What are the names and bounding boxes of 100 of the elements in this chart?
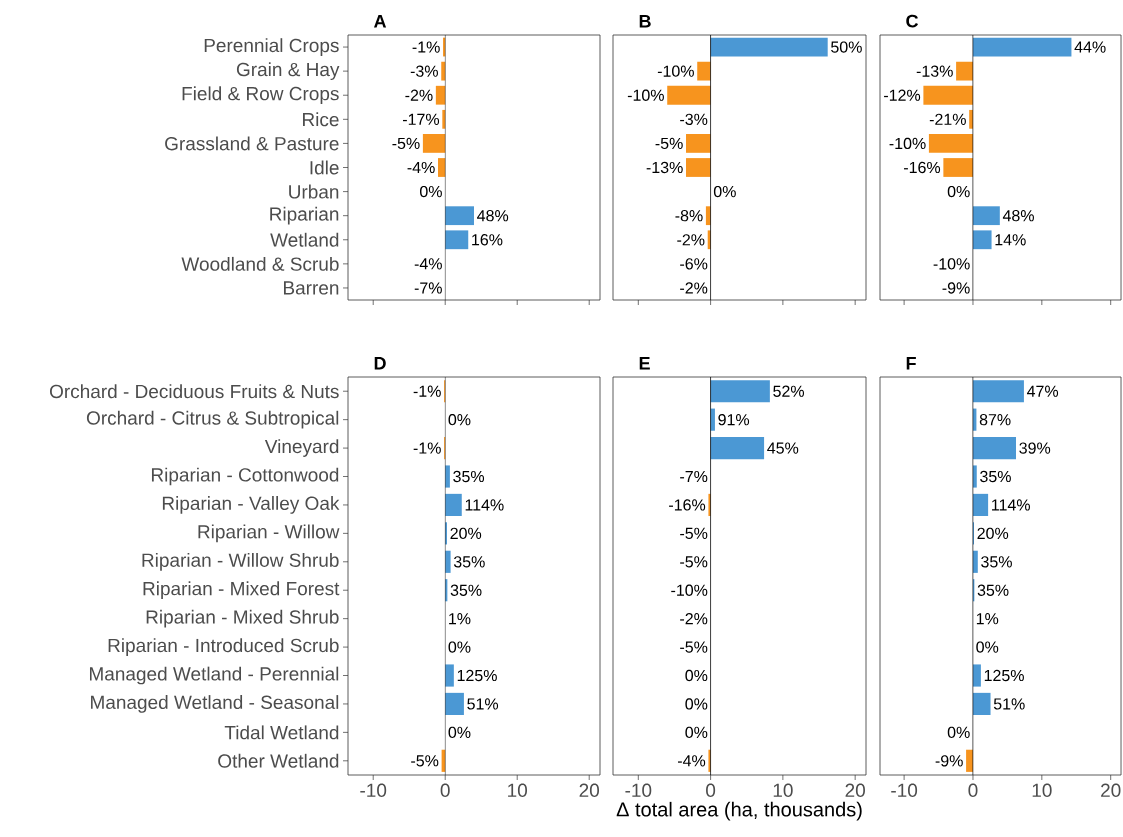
- y-tick-label: Field & Row Crops: [182, 86, 339, 105]
- annotation: 35%: [453, 470, 485, 483]
- annotation: 0%: [947, 185, 970, 198]
- annotation: -5%: [680, 527, 708, 539]
- chart-title: D: [374, 357, 386, 370]
- y-tick-label: Idle: [310, 160, 339, 175]
- chart-title: A: [373, 15, 387, 28]
- y-tick-label: Orchard - Citrus & Subtropical: [86, 410, 339, 429]
- annotation: -10%: [627, 89, 664, 101]
- annotation: 20%: [977, 527, 1009, 540]
- annotation: 0%: [448, 726, 471, 739]
- x-tick-label: 0: [968, 783, 978, 797]
- annotation: 87%: [979, 413, 1011, 426]
- annotation: 48%: [1002, 210, 1034, 222]
- annotation: 91%: [718, 413, 750, 426]
- y-tick-label: Grain & Hay: [236, 62, 340, 80]
- chart-title: B: [639, 15, 651, 28]
- y-tick-label: Riparian - Mixed Forest: [143, 581, 340, 600]
- annotation: 0%: [713, 185, 736, 198]
- annotation: -5%: [411, 755, 439, 767]
- chart-title: E: [639, 357, 650, 370]
- annotation: 35%: [980, 470, 1011, 483]
- annotation: -5%: [392, 137, 420, 150]
- annotation: 51%: [993, 698, 1025, 710]
- x-tick-label: -10: [360, 783, 387, 797]
- y-tick-label: Wetland: [270, 232, 339, 247]
- annotation: 52%: [773, 385, 805, 397]
- y-tick-label: Riparian - Cottonwood: [151, 467, 339, 486]
- annotation: 0%: [448, 641, 471, 653]
- y-tick-label: Woodland & Scrub: [181, 256, 339, 271]
- annotation: -1%: [413, 385, 441, 397]
- annotation: -5%: [680, 641, 708, 653]
- chart-title: C: [906, 14, 919, 28]
- x-tick-label: 20: [845, 783, 865, 797]
- annotation: 35%: [450, 584, 482, 596]
- x-tick-label: -10: [625, 783, 652, 797]
- annotation: 0%: [976, 641, 999, 653]
- annotation: -21%: [929, 113, 966, 125]
- y-tick-label: Urban: [289, 184, 339, 199]
- annotation: 125%: [457, 669, 497, 682]
- annotation: 47%: [1026, 385, 1059, 397]
- y-tick-label: Perennial Crops: [204, 38, 339, 56]
- annotation: -6%: [680, 258, 708, 270]
- annotation: 0%: [448, 413, 471, 426]
- annotation: 48%: [477, 210, 509, 222]
- annotation: 20%: [450, 527, 482, 540]
- y-tick-label: Riparian - Willow: [198, 524, 340, 543]
- annotation: -7%: [680, 470, 708, 483]
- annotation: -4%: [677, 755, 706, 767]
- annotation: 0%: [685, 669, 708, 682]
- x-tick-label: 0: [440, 783, 450, 797]
- chart-title: F: [906, 357, 916, 370]
- y-tick-label: Grassland & Pasture: [165, 136, 339, 151]
- annotation: -3%: [410, 65, 438, 77]
- annotation: 1%: [449, 613, 471, 625]
- annotation: 35%: [981, 556, 1012, 568]
- y-tick-label: Barren: [283, 281, 339, 295]
- annotation: -5%: [655, 137, 683, 150]
- x-tick-label: 10: [773, 783, 793, 797]
- annotation: 0%: [685, 726, 708, 739]
- annotation: 35%: [453, 556, 485, 568]
- annotation: -17%: [402, 113, 440, 125]
- annotation: -4%: [414, 258, 442, 270]
- annotation: 35%: [977, 584, 1009, 596]
- annotation: -13%: [646, 161, 683, 174]
- annotation: -12%: [884, 89, 921, 101]
- annotation: 1%: [976, 613, 999, 625]
- annotation: -3%: [680, 113, 708, 125]
- annotation: -13%: [916, 65, 953, 77]
- x-tick-label: 10: [508, 783, 528, 797]
- annotation: -5%: [680, 556, 708, 568]
- y-tick-label: Managed Wetland - Perennial: [89, 666, 339, 685]
- annotation: 45%: [767, 442, 799, 454]
- y-tick-label: Rice: [303, 112, 339, 127]
- annotation: -7%: [414, 282, 442, 294]
- annotation: 114%: [465, 499, 504, 511]
- annotation: 44%: [1074, 41, 1106, 53]
- annotation: -10%: [933, 258, 970, 270]
- annotation: -10%: [657, 65, 694, 77]
- x-tick-label: 10: [1032, 783, 1052, 797]
- y-tick-label: Riparian: [270, 206, 339, 225]
- y-tick-label: Tidal Wetland: [224, 725, 339, 740]
- y-tick-label: Managed Wetland - Seasonal: [91, 695, 339, 713]
- annotation: 114%: [992, 499, 1030, 511]
- y-tick-label: Riparian - Mixed Shrub: [146, 609, 339, 628]
- y-tick-label: Riparian - Introduced Scrub: [108, 638, 339, 656]
- x-tick-label: 20: [579, 783, 600, 797]
- annotation: 0%: [685, 698, 708, 710]
- y-tick-label: Vineyard: [264, 439, 339, 457]
- annotation: 39%: [1019, 442, 1051, 454]
- annotation: 125%: [984, 669, 1024, 682]
- annotation: 50%: [831, 41, 862, 53]
- annotation: -10%: [889, 137, 926, 150]
- x-tick-label: -10: [891, 783, 918, 797]
- y-tick-label: Other Wetland: [218, 753, 339, 768]
- y-tick-label: Orchard - Deciduous Fruits & Nuts: [49, 384, 339, 399]
- y-tick-label: Riparian - Valley Oak: [162, 496, 340, 514]
- annotation: 0%: [420, 185, 442, 198]
- annotation: 14%: [995, 234, 1026, 246]
- annotation: -10%: [671, 584, 708, 596]
